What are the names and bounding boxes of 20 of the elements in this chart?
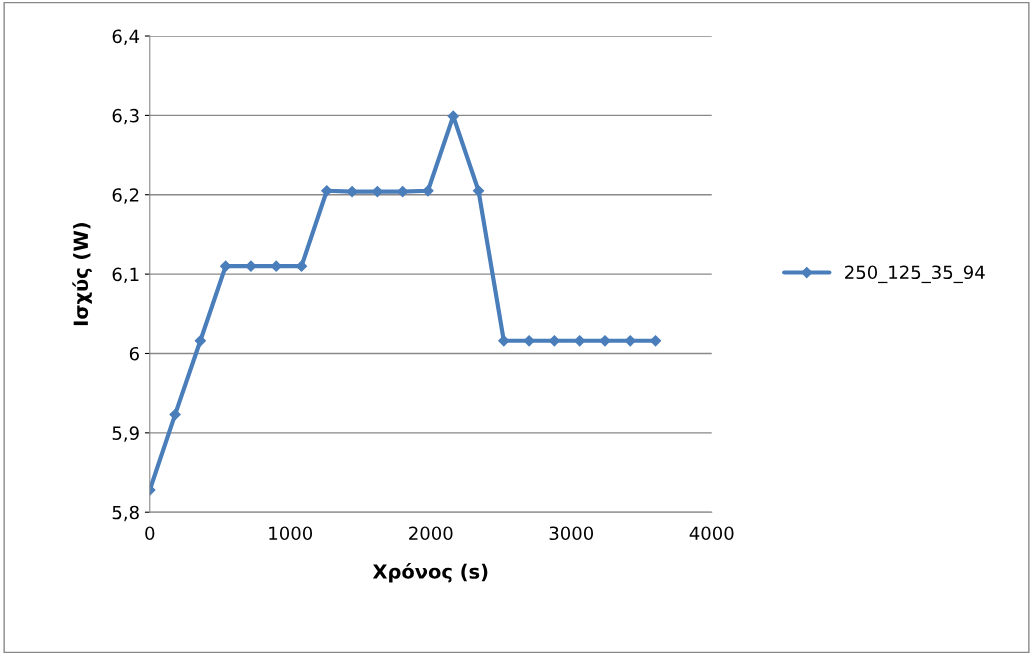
y-tick-label: 6,2 (112, 188, 139, 204)
point (169, 408, 181, 421)
point (194, 335, 206, 347)
point (523, 335, 535, 347)
y-tick-label: 5,8 (112, 505, 139, 522)
x-axis-title: Χρόνος (s) (372, 563, 488, 583)
point (472, 185, 485, 197)
y-tick-label: 6,1 (112, 267, 139, 284)
x-tick-label: 4000 (689, 526, 734, 541)
x-tick-label: 3000 (549, 526, 594, 541)
y-axis-title: Ισχύς (W) (72, 223, 92, 326)
y-tick-label: 6,4 (112, 29, 140, 45)
legend-label: 250_125_35_94 (845, 265, 985, 284)
x-tick-label: 1000 (269, 526, 313, 541)
point (599, 335, 611, 347)
y-tick-label: 5,9 (112, 426, 139, 442)
x-tick-label: 0 (145, 526, 155, 541)
y-tick-label: 6 (129, 346, 139, 361)
x-tick-label: 2000 (409, 526, 453, 541)
y-tick-label: 6,3 (112, 108, 139, 125)
